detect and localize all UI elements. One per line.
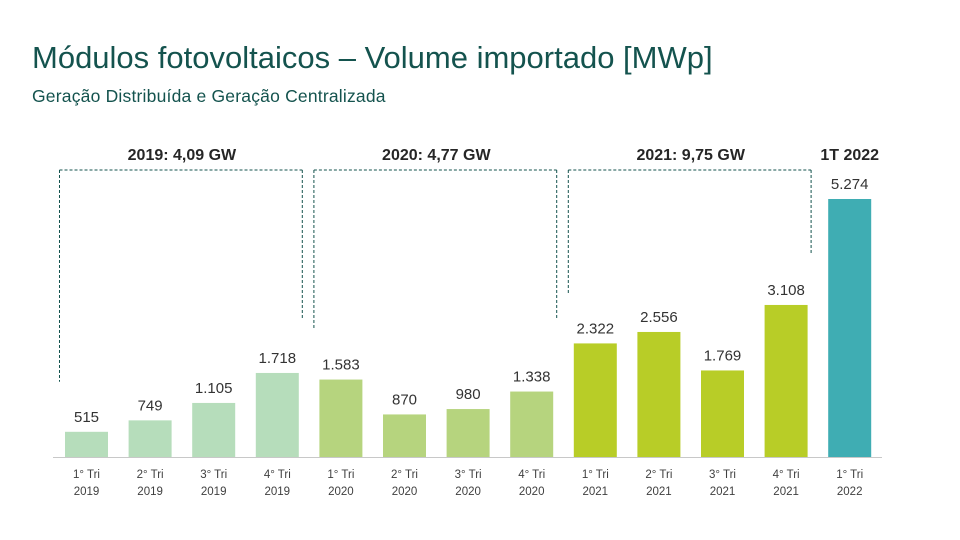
year-group-label: 2021: 9,75 GW — [636, 147, 745, 164]
x-tick-label: 2020 — [328, 486, 354, 498]
x-tick-label: 2019 — [74, 486, 100, 498]
data-label: 2.556 — [640, 309, 678, 326]
year-group-label: 2019: 4,09 GW — [128, 147, 237, 164]
data-label: 5.274 — [831, 176, 869, 193]
bar — [383, 414, 426, 457]
bar — [637, 331, 681, 457]
x-tick-label: 2021 — [710, 486, 736, 498]
bar — [573, 343, 617, 457]
data-label: 2.322 — [577, 320, 615, 337]
chart-subtitle: Geração Distribuída e Geração Centraliza… — [32, 86, 386, 106]
data-label: 749 — [138, 397, 163, 414]
x-tick-label: 2021 — [773, 486, 799, 498]
x-tick-label: 2022 — [837, 486, 863, 498]
data-label: 980 — [456, 386, 481, 403]
x-tick-label: 2020 — [455, 486, 481, 498]
bar — [192, 402, 236, 457]
x-tick-label: 4° Tri — [518, 469, 545, 481]
x-tick-label: 2021 — [583, 486, 609, 498]
data-label: 3.108 — [767, 282, 805, 299]
x-tick-label: 2019 — [265, 486, 291, 498]
x-tick-label: 1° Tri — [836, 469, 863, 481]
x-tick-label: 1° Tri — [327, 469, 354, 481]
bar — [828, 199, 872, 457]
data-label: 1.718 — [259, 350, 297, 367]
x-tick-label: 3° Tri — [455, 469, 482, 481]
bar — [701, 370, 744, 457]
year-group-label: 2020: 4,77 GW — [382, 147, 491, 164]
bar — [510, 391, 554, 457]
data-label: 1.105 — [195, 380, 233, 397]
bar — [65, 431, 108, 457]
data-label: 515 — [74, 409, 99, 426]
bar — [319, 379, 363, 457]
data-label: 1.583 — [322, 357, 360, 374]
bar — [255, 372, 299, 457]
x-tick-label: 1° Tri — [582, 469, 609, 481]
bar — [128, 420, 172, 457]
x-tick-label: 3° Tri — [709, 469, 736, 481]
data-label: 870 — [392, 391, 417, 408]
x-tick-label: 2° Tri — [645, 469, 672, 481]
x-tick-label: 2021 — [646, 486, 672, 498]
x-tick-label: 2019 — [201, 486, 227, 498]
x-tick-label: 4° Tri — [264, 469, 291, 481]
year-group-label: 1T 2022 — [820, 147, 879, 164]
x-tick-label: 2020 — [392, 486, 418, 498]
x-tick-label: 2° Tri — [137, 469, 164, 481]
data-label: 1.769 — [704, 347, 742, 364]
bar — [446, 409, 490, 457]
x-tick-label: 4° Tri — [773, 469, 800, 481]
x-tick-label: 2° Tri — [391, 469, 418, 481]
x-tick-label: 1° Tri — [73, 469, 100, 481]
bar — [764, 304, 808, 457]
x-tick-label: 2019 — [137, 486, 163, 498]
x-tick-label: 2020 — [519, 486, 545, 498]
data-label: 1.338 — [513, 369, 551, 386]
x-tick-label: 3° Tri — [200, 469, 227, 481]
chart-title: Módulos fotovoltaicos – Volume importado… — [32, 40, 713, 75]
